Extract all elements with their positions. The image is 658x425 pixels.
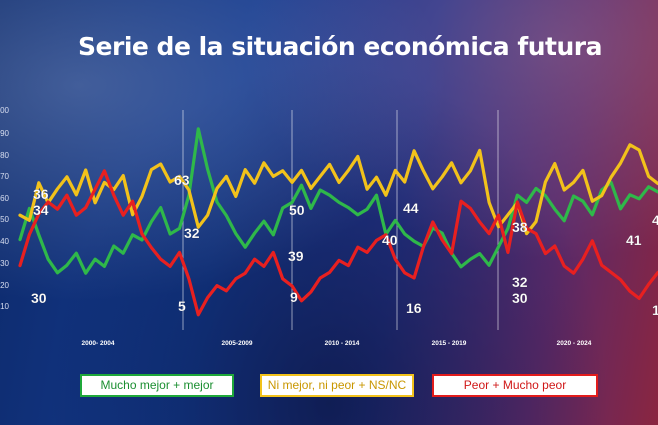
annotation-label: 16 — [406, 300, 422, 316]
period-label: 2005-2009 — [221, 340, 252, 347]
annotation-label: 63 — [174, 172, 190, 188]
annotation-label: 32 — [184, 225, 200, 241]
annotation-label: 41 — [626, 232, 642, 248]
y-tick-label: 40 — [0, 237, 9, 246]
y-tick-label: 00 — [0, 106, 9, 115]
series-line-3 — [18, 169, 658, 317]
annotation-label: 4 — [652, 212, 658, 228]
series-line-1 — [18, 127, 658, 275]
annotation-label: 38 — [512, 219, 528, 235]
series-lines — [18, 127, 658, 317]
legend-green: Mucho mejor + mejor — [80, 374, 234, 397]
y-tick-label: 60 — [0, 194, 9, 203]
annotation-label: 9 — [290, 289, 298, 305]
period-labels: 2000- 2004 2005-2009 2010 - 2014 2015 - 201… — [82, 340, 592, 347]
annotation-label: 34 — [33, 202, 49, 218]
period-label: 2010 - 2014 — [325, 340, 360, 347]
legend-red: Peor + Mucho peor — [432, 374, 598, 397]
y-tick-label: 80 — [0, 151, 9, 160]
annotation-label: 44 — [403, 200, 419, 216]
series-line-2 — [18, 143, 658, 236]
y-tick-label: 20 — [0, 281, 9, 290]
annotation-label: 39 — [288, 248, 304, 264]
annotation-label: 36 — [33, 186, 49, 202]
annotation-label: 5 — [178, 298, 186, 314]
y-tick-label: 70 — [0, 172, 9, 181]
y-tick-label: 10 — [0, 302, 9, 311]
annotation-label: 30 — [31, 290, 47, 306]
annotation-label: 32 — [512, 274, 528, 290]
period-label: 2015 - 2019 — [432, 340, 467, 347]
y-tick-label: 30 — [0, 259, 9, 268]
annotation-label: 1 — [652, 302, 658, 318]
y-tick-label: 50 — [0, 215, 9, 224]
period-label: 2020 - 2024 — [557, 340, 592, 347]
chart-title: Serie de la situación económica futura — [78, 32, 602, 61]
annotation-label: 30 — [512, 290, 528, 306]
y-axis-ticks: 00 90 80 70 60 50 40 30 20 10 — [0, 106, 9, 311]
legend-yellow: Ni mejor, ni peor + NS/NC — [260, 374, 414, 397]
annotation-label: 40 — [382, 232, 398, 248]
y-tick-label: 90 — [0, 129, 9, 138]
period-label: 2000- 2004 — [82, 340, 115, 347]
annotation-label: 50 — [289, 202, 305, 218]
